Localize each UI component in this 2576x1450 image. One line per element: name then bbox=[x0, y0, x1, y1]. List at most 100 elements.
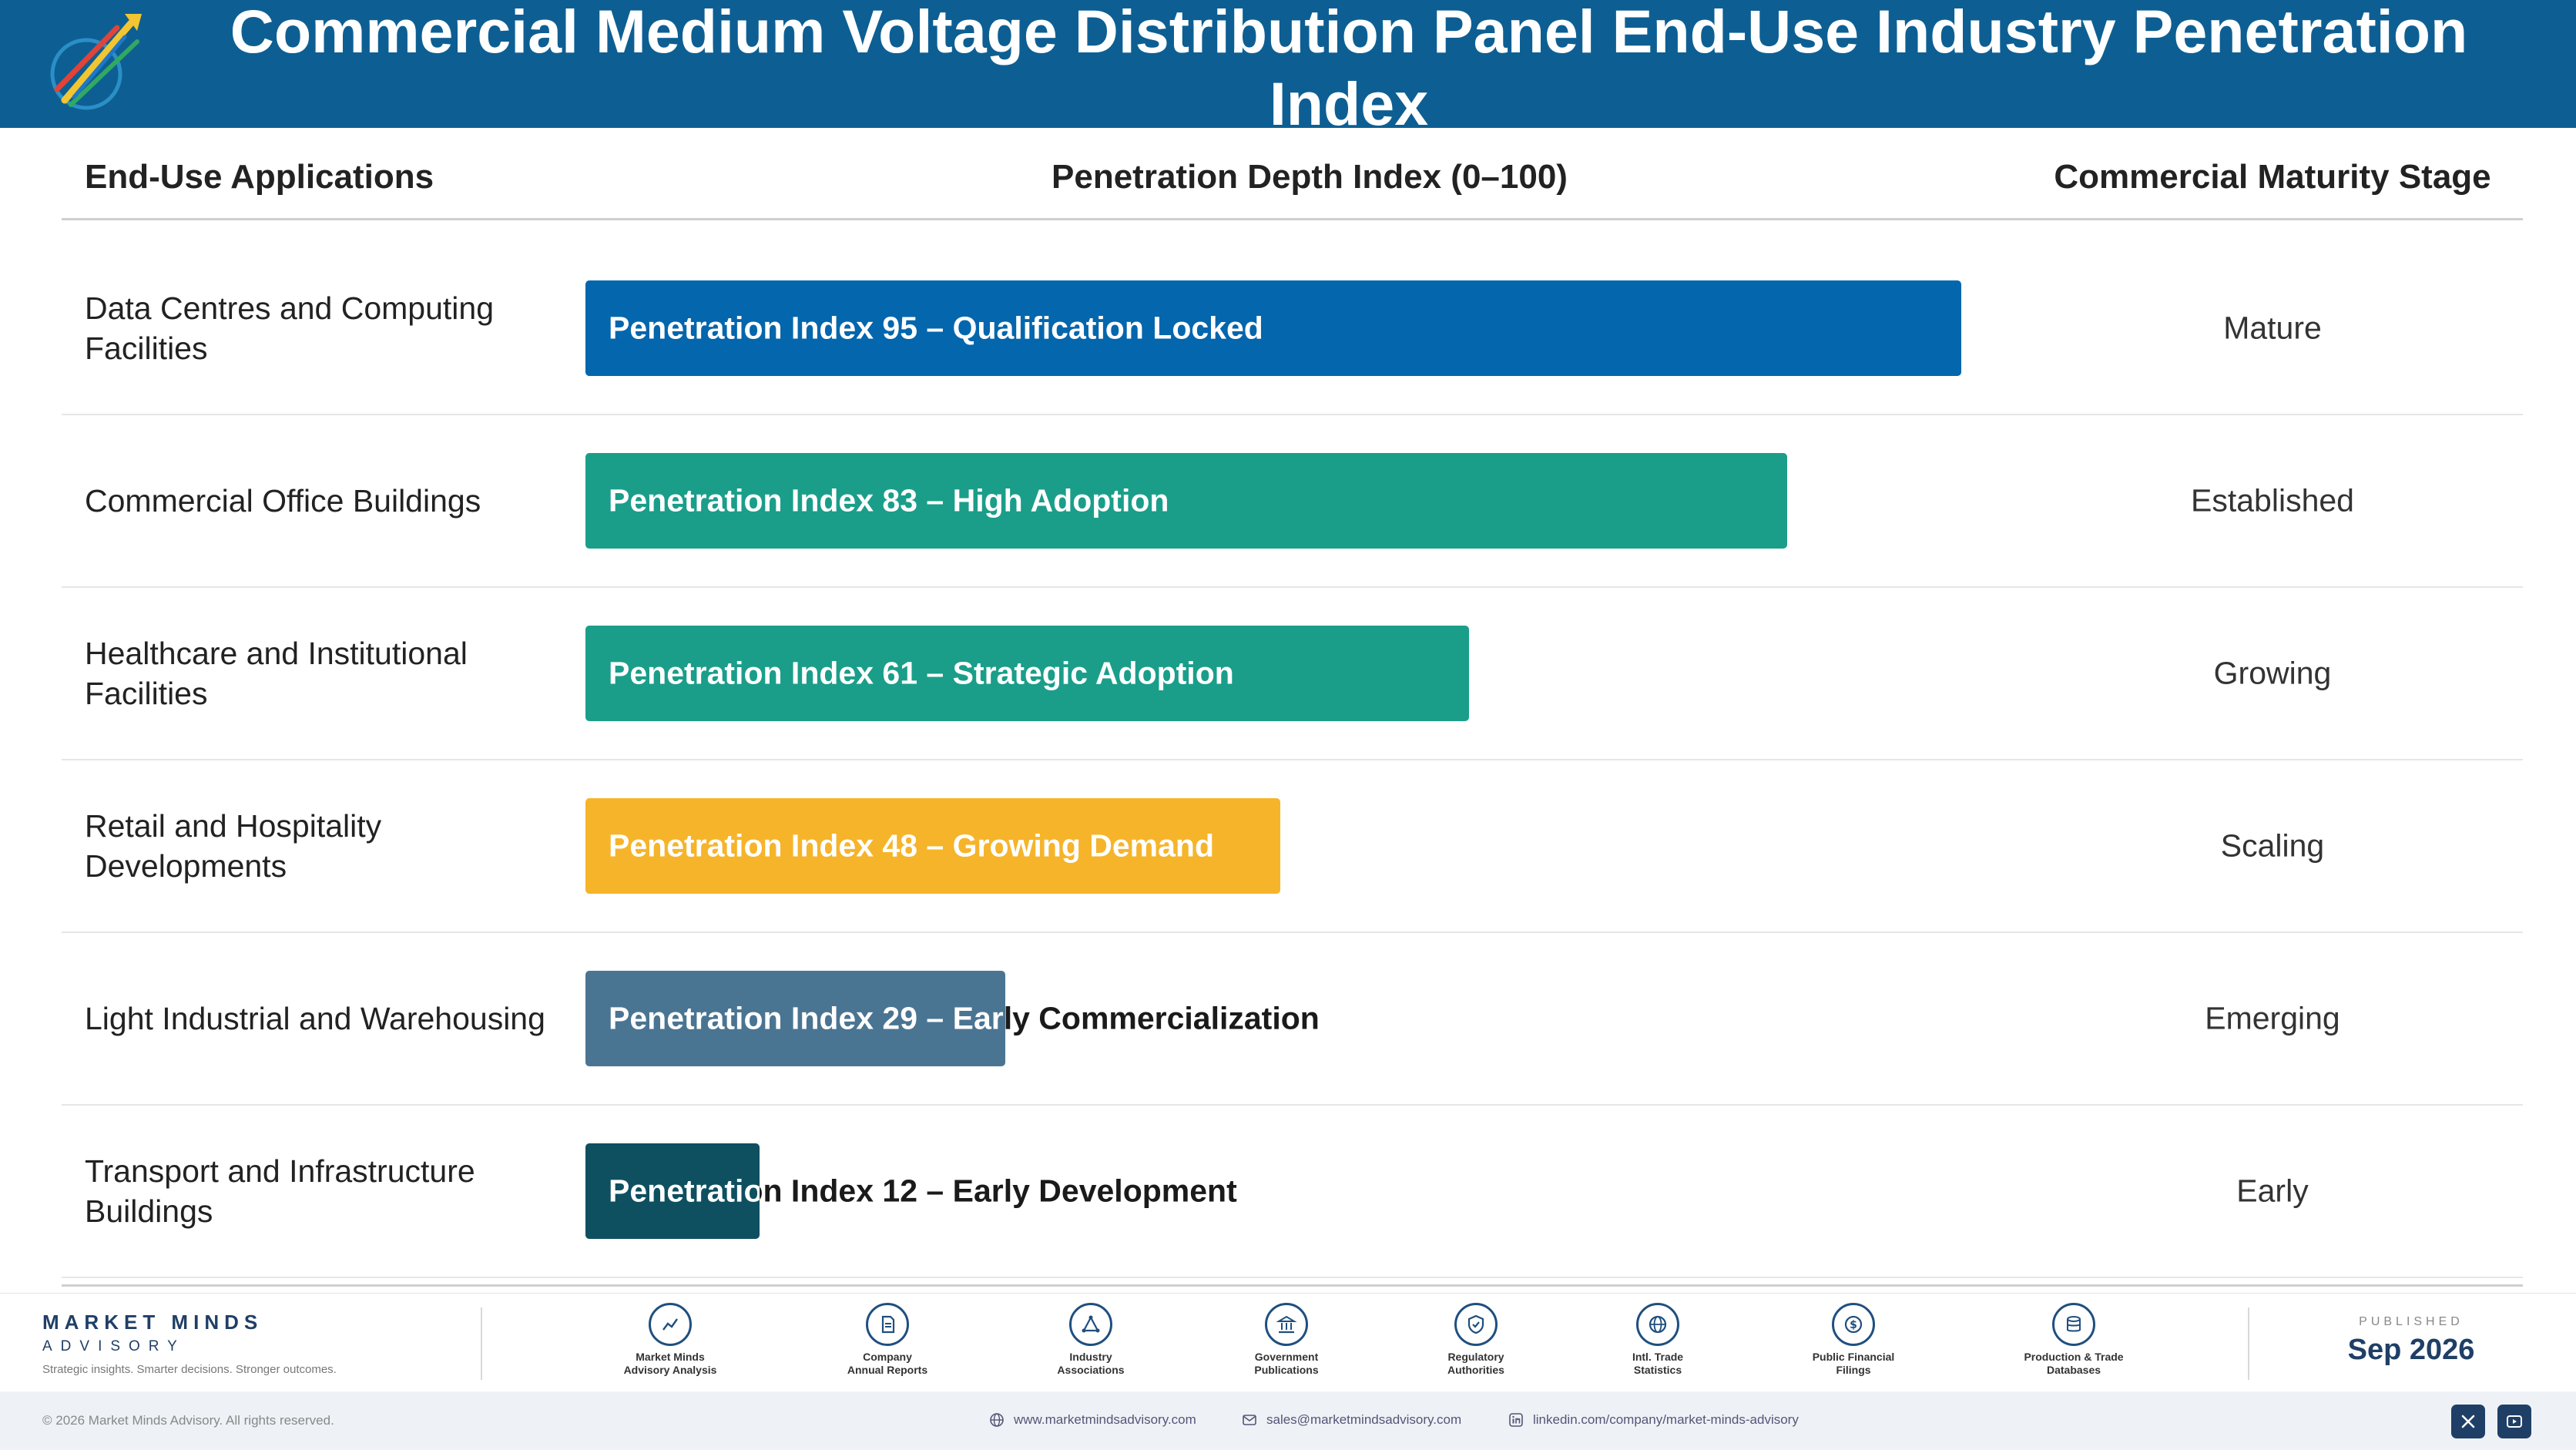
source-label-line1: Production & Trade bbox=[2024, 1351, 2124, 1363]
linkedin-icon bbox=[1509, 1413, 1523, 1427]
source-label-line1: Market Minds bbox=[636, 1351, 705, 1363]
application-label: Transport and Infrastructure Buildings bbox=[85, 1153, 475, 1229]
source-item: Intl. Trade Statistics bbox=[1581, 1303, 1735, 1377]
source-label-line1: Government bbox=[1254, 1351, 1319, 1363]
brand-name: MARKET MINDS bbox=[42, 1311, 263, 1334]
maturity-stage-label: Growing bbox=[2213, 655, 2332, 691]
linkedin-text: linkedin.com/company/market-minds-adviso… bbox=[1533, 1412, 1799, 1427]
penetration-bar bbox=[585, 1143, 760, 1239]
source-item: Regulatory Authorities bbox=[1399, 1303, 1553, 1377]
website-link[interactable]: www.marketmindsadvisory.com bbox=[989, 1412, 1196, 1428]
source-label-line1: Company bbox=[863, 1351, 912, 1363]
column-header-applications: End-Use Applications bbox=[85, 158, 434, 196]
penetration-bar bbox=[585, 626, 1469, 721]
published-date: Sep 2026 bbox=[2347, 1334, 2475, 1366]
source-label: Market Minds Advisory Analysis bbox=[593, 1351, 747, 1377]
linkedin-link[interactable]: linkedin.com/company/market-minds-adviso… bbox=[1508, 1412, 1799, 1428]
maturity-stage-label: Emerging bbox=[2205, 1000, 2340, 1036]
maturity-stage-label: Early bbox=[2236, 1173, 2309, 1209]
source-label: Industry Associations bbox=[1014, 1351, 1168, 1377]
source-label-line2: Authorities bbox=[1447, 1364, 1504, 1376]
bar-value-label: Penetration Index 48 – Growing Demand bbox=[609, 827, 1215, 864]
header-band: Commercial Medium Voltage Distribution P… bbox=[0, 0, 2576, 138]
application-label: Commercial Office Buildings bbox=[85, 483, 481, 519]
chart-bottom-divider bbox=[62, 1284, 2523, 1287]
bar-value-label: Penetration Index 95 – Qualification Loc… bbox=[609, 310, 1263, 346]
source-label-line2: Filings bbox=[1836, 1364, 1871, 1376]
penetration-bar bbox=[585, 280, 1961, 376]
rising-arrows-logo bbox=[50, 14, 142, 110]
source-item: Market Minds Advisory Analysis bbox=[593, 1303, 747, 1377]
source-item: Company Annual Reports bbox=[810, 1303, 964, 1377]
page-title: Commercial Medium Voltage Distribution P… bbox=[230, 0, 2468, 138]
footer: MARKET MINDS ADVISORY Strategic insights… bbox=[0, 1293, 2576, 1391]
application-label: Retail and Hospitality Developments bbox=[85, 808, 382, 884]
source-label-line1: Regulatory bbox=[1447, 1351, 1504, 1363]
source-item: $ Public Financial Filings bbox=[1776, 1303, 1930, 1377]
source-label-line2: Publications bbox=[1254, 1364, 1319, 1376]
database-icon bbox=[2052, 1303, 2095, 1346]
bar-value-label: Penetration Index 12 – Early Development bbox=[609, 1173, 1237, 1209]
youtube-icon bbox=[2507, 1415, 2522, 1428]
source-label-line1: Industry bbox=[1069, 1351, 1112, 1363]
chart-row: Transport and Infrastructure Buildings Pe… bbox=[62, 1106, 2523, 1278]
penetration-bar bbox=[585, 971, 1005, 1066]
source-label: Government Publications bbox=[1209, 1351, 1363, 1377]
column-header-stage: Commercial Maturity Stage bbox=[2054, 158, 2491, 196]
source-label-line2: Annual Reports bbox=[847, 1364, 928, 1376]
application-label: Light Industrial and Warehousing bbox=[85, 1001, 545, 1036]
source-label: Company Annual Reports bbox=[810, 1351, 964, 1377]
svg-text:$: $ bbox=[1850, 1319, 1857, 1331]
footer-divider bbox=[481, 1307, 482, 1380]
trend-line-icon bbox=[649, 1303, 692, 1346]
x-social-button[interactable] bbox=[2451, 1405, 2485, 1438]
source-label-line2: Advisory Analysis bbox=[623, 1364, 717, 1376]
government-building-icon bbox=[1265, 1303, 1308, 1346]
published-label: PUBLISHED bbox=[2359, 1315, 2464, 1328]
penetration-bar bbox=[585, 798, 1280, 894]
bar-value-label: Penetration Index 83 – High Adoption bbox=[609, 482, 1169, 519]
chart-row: Commercial Office Buildings Penetration I… bbox=[62, 415, 2523, 588]
source-item: Production & Trade Databases bbox=[1997, 1303, 2151, 1377]
globe-icon bbox=[990, 1413, 1004, 1427]
sub-footer: © 2026 Market Minds Advisory. All rights… bbox=[0, 1391, 2576, 1450]
footer-divider bbox=[2248, 1307, 2249, 1380]
dollar-coin-icon: $ bbox=[1832, 1303, 1875, 1346]
application-label: Data Centres and Computing Facilities bbox=[85, 290, 495, 366]
column-header-depth: Penetration Depth Index (0–100) bbox=[1052, 158, 1568, 196]
maturity-stage-label: Mature bbox=[2223, 310, 2322, 346]
brand-tagline: Strategic insights. Smarter decisions. S… bbox=[42, 1363, 337, 1376]
document-icon bbox=[866, 1303, 909, 1346]
source-label-line2: Statistics bbox=[1633, 1364, 1682, 1376]
source-label: Intl. Trade Statistics bbox=[1581, 1351, 1735, 1377]
chart-row: Retail and Hospitality Developments Penet… bbox=[62, 760, 2523, 933]
chart-row: Light Industrial and Warehousing Penetrat… bbox=[62, 933, 2523, 1106]
source-label-line1: Public Financial bbox=[1812, 1351, 1895, 1363]
source-label: Public Financial Filings bbox=[1776, 1351, 1930, 1377]
x-logo-icon bbox=[2461, 1415, 2475, 1428]
penetration-bar bbox=[585, 453, 1787, 549]
chart-row: Data Centres and Computing Facilities Pen… bbox=[62, 243, 2523, 415]
network-icon bbox=[1069, 1303, 1112, 1346]
website-text: www.marketmindsadvisory.com bbox=[1014, 1412, 1196, 1427]
maturity-stage-label: Established bbox=[2191, 482, 2354, 519]
maturity-stage-label: Scaling bbox=[2220, 827, 2325, 864]
mail-icon bbox=[1243, 1415, 1256, 1425]
source-item: Industry Associations bbox=[1014, 1303, 1168, 1377]
brand-subtitle: ADVISORY bbox=[42, 1338, 186, 1354]
copyright-text: © 2026 Market Minds Advisory. All rights… bbox=[42, 1413, 334, 1428]
source-item: Government Publications bbox=[1209, 1303, 1363, 1377]
source-label-line2: Databases bbox=[2046, 1364, 2101, 1376]
application-label: Healthcare and Institutional Facilities bbox=[85, 636, 468, 711]
source-label: Regulatory Authorities bbox=[1399, 1351, 1553, 1377]
youtube-social-button[interactable] bbox=[2497, 1405, 2531, 1438]
bar-value-label: Penetration Index 61 – Strategic Adoptio… bbox=[609, 655, 1234, 691]
bar-value-label: Penetration Index 29 – Early Commerciali… bbox=[609, 1000, 1320, 1036]
source-label: Production & Trade Databases bbox=[1997, 1351, 2151, 1377]
source-label-line1: Intl. Trade bbox=[1632, 1351, 1684, 1363]
shield-check-icon bbox=[1454, 1303, 1498, 1346]
globe-icon bbox=[1636, 1303, 1679, 1346]
source-label-line2: Associations bbox=[1057, 1364, 1125, 1376]
email-text: sales@marketmindsadvisory.com bbox=[1266, 1412, 1462, 1427]
email-link[interactable]: sales@marketmindsadvisory.com bbox=[1242, 1412, 1461, 1428]
